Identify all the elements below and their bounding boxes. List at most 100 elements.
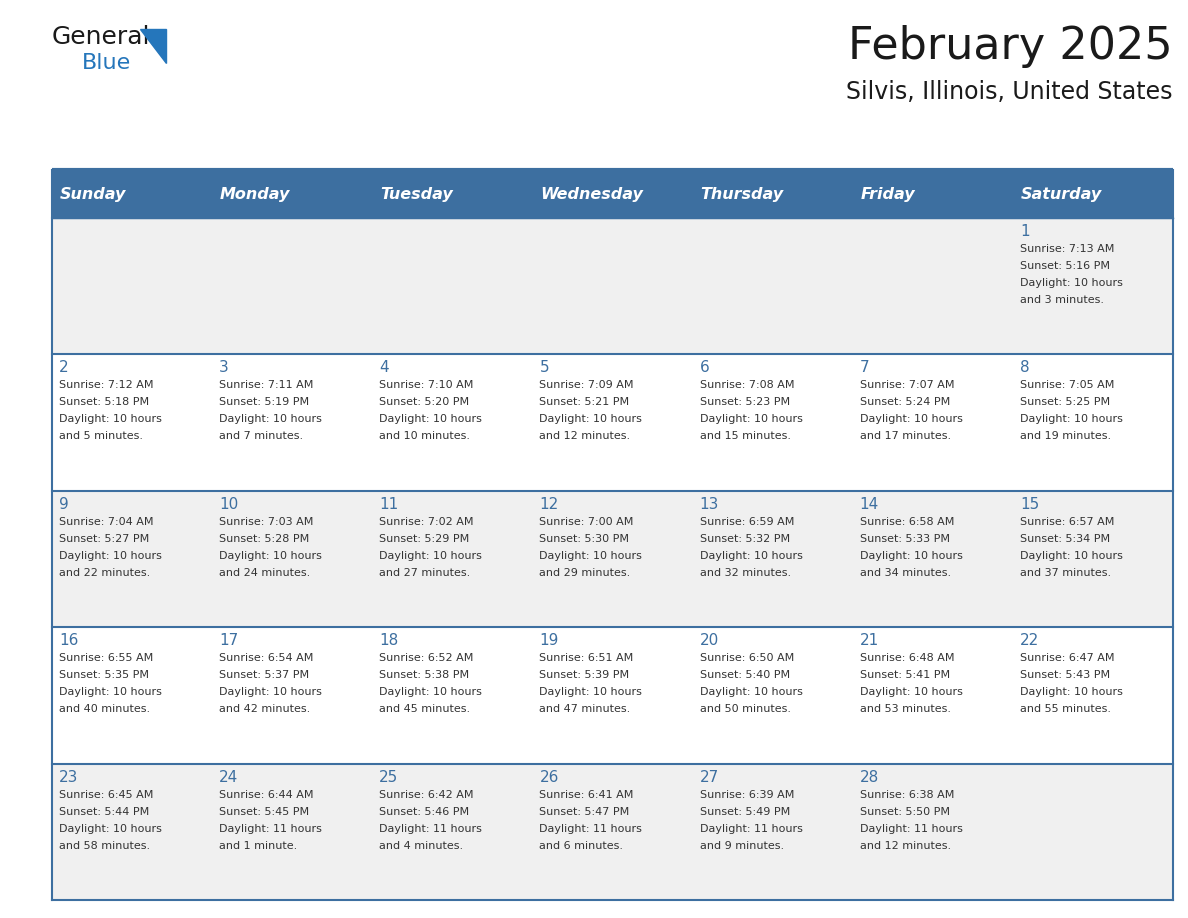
Bar [52, 764, 1173, 900]
Text: and 7 minutes.: and 7 minutes. [219, 431, 303, 442]
Text: Sunrise: 6:44 AM: Sunrise: 6:44 AM [219, 789, 314, 800]
Text: Daylight: 10 hours: Daylight: 10 hours [539, 414, 643, 424]
Text: 26: 26 [539, 769, 558, 785]
Text: Sunrise: 6:54 AM: Sunrise: 6:54 AM [219, 654, 314, 663]
Text: Sunrise: 6:39 AM: Sunrise: 6:39 AM [700, 789, 794, 800]
Text: and 37 minutes.: and 37 minutes. [1019, 568, 1111, 577]
Text: 16: 16 [59, 633, 78, 648]
Text: Daylight: 10 hours: Daylight: 10 hours [379, 688, 482, 697]
Text: Daylight: 10 hours: Daylight: 10 hours [1019, 414, 1123, 424]
Text: Blue: Blue [82, 53, 131, 73]
Text: Daylight: 10 hours: Daylight: 10 hours [219, 414, 322, 424]
Text: Sunrise: 6:47 AM: Sunrise: 6:47 AM [1019, 654, 1114, 663]
Text: Sunrise: 6:38 AM: Sunrise: 6:38 AM [860, 789, 954, 800]
Text: Silvis, Illinois, United States: Silvis, Illinois, United States [847, 80, 1173, 104]
Bar [693, 170, 853, 218]
Text: Saturday: Saturday [1020, 186, 1102, 201]
Polygon shape [140, 29, 166, 63]
Bar [52, 354, 1173, 491]
Text: Sunset: 5:25 PM: Sunset: 5:25 PM [1019, 397, 1110, 408]
Text: and 22 minutes.: and 22 minutes. [59, 568, 150, 577]
Text: 20: 20 [700, 633, 719, 648]
Text: Daylight: 10 hours: Daylight: 10 hours [539, 688, 643, 697]
Text: Sunrise: 7:05 AM: Sunrise: 7:05 AM [1019, 380, 1114, 390]
Text: Daylight: 10 hours: Daylight: 10 hours [1019, 688, 1123, 697]
Text: Sunrise: 7:11 AM: Sunrise: 7:11 AM [219, 380, 314, 390]
Text: Daylight: 10 hours: Daylight: 10 hours [219, 551, 322, 561]
Text: Sunrise: 6:57 AM: Sunrise: 6:57 AM [1019, 517, 1114, 527]
Text: 11: 11 [379, 497, 398, 512]
Text: Sunset: 5:20 PM: Sunset: 5:20 PM [379, 397, 469, 408]
Bar [52, 170, 213, 218]
Text: Sunrise: 6:51 AM: Sunrise: 6:51 AM [539, 654, 633, 663]
Text: Sunset: 5:50 PM: Sunset: 5:50 PM [860, 807, 949, 817]
Text: Sunrise: 7:00 AM: Sunrise: 7:00 AM [539, 517, 634, 527]
Text: Tuesday: Tuesday [380, 186, 453, 201]
Text: Daylight: 10 hours: Daylight: 10 hours [700, 414, 802, 424]
Text: Daylight: 11 hours: Daylight: 11 hours [539, 823, 643, 834]
Text: Daylight: 10 hours: Daylight: 10 hours [860, 414, 962, 424]
Text: Daylight: 11 hours: Daylight: 11 hours [379, 823, 482, 834]
Text: 27: 27 [700, 769, 719, 785]
Text: Daylight: 11 hours: Daylight: 11 hours [860, 823, 962, 834]
Text: 21: 21 [860, 633, 879, 648]
Text: Daylight: 10 hours: Daylight: 10 hours [59, 688, 162, 697]
Text: Sunrise: 7:12 AM: Sunrise: 7:12 AM [59, 380, 153, 390]
Text: Sunrise: 6:55 AM: Sunrise: 6:55 AM [59, 654, 153, 663]
Text: Sunset: 5:19 PM: Sunset: 5:19 PM [219, 397, 309, 408]
Text: 2: 2 [59, 361, 69, 375]
Text: Daylight: 10 hours: Daylight: 10 hours [59, 414, 162, 424]
Text: Daylight: 10 hours: Daylight: 10 hours [379, 414, 482, 424]
Text: and 6 minutes.: and 6 minutes. [539, 841, 624, 851]
Bar [1013, 170, 1173, 218]
Text: and 40 minutes.: and 40 minutes. [59, 704, 150, 714]
Text: and 24 minutes.: and 24 minutes. [219, 568, 310, 577]
Text: Sunset: 5:38 PM: Sunset: 5:38 PM [379, 670, 469, 680]
Text: Wednesday: Wednesday [541, 186, 644, 201]
Text: Sunrise: 6:45 AM: Sunrise: 6:45 AM [59, 789, 153, 800]
Text: 7: 7 [860, 361, 870, 375]
Text: 28: 28 [860, 769, 879, 785]
Text: and 19 minutes.: and 19 minutes. [1019, 431, 1111, 442]
Text: Sunrise: 7:08 AM: Sunrise: 7:08 AM [700, 380, 794, 390]
Text: 8: 8 [1019, 361, 1030, 375]
Text: and 53 minutes.: and 53 minutes. [860, 704, 950, 714]
Bar [853, 170, 1013, 218]
Text: Sunset: 5:47 PM: Sunset: 5:47 PM [539, 807, 630, 817]
Text: 5: 5 [539, 361, 549, 375]
Bar [52, 491, 1173, 627]
Text: and 34 minutes.: and 34 minutes. [860, 568, 950, 577]
Text: Daylight: 10 hours: Daylight: 10 hours [1019, 278, 1123, 288]
Text: and 32 minutes.: and 32 minutes. [700, 568, 791, 577]
Text: and 1 minute.: and 1 minute. [219, 841, 297, 851]
Text: and 47 minutes.: and 47 minutes. [539, 704, 631, 714]
Text: Sunset: 5:27 PM: Sunset: 5:27 PM [59, 533, 150, 543]
Text: Friday: Friday [861, 186, 915, 201]
Text: Sunset: 5:44 PM: Sunset: 5:44 PM [59, 807, 150, 817]
Text: and 10 minutes.: and 10 minutes. [379, 431, 470, 442]
Text: 4: 4 [379, 361, 388, 375]
Text: and 4 minutes.: and 4 minutes. [379, 841, 463, 851]
Text: 15: 15 [1019, 497, 1040, 512]
Text: Sunday: Sunday [61, 186, 126, 201]
Text: Sunset: 5:49 PM: Sunset: 5:49 PM [700, 807, 790, 817]
Text: Sunrise: 7:03 AM: Sunrise: 7:03 AM [219, 517, 314, 527]
Text: Sunrise: 6:52 AM: Sunrise: 6:52 AM [379, 654, 474, 663]
Text: Sunset: 5:28 PM: Sunset: 5:28 PM [219, 533, 309, 543]
Text: Sunrise: 7:09 AM: Sunrise: 7:09 AM [539, 380, 634, 390]
Text: 25: 25 [379, 769, 398, 785]
Text: 1: 1 [1019, 224, 1030, 239]
Text: 18: 18 [379, 633, 398, 648]
Text: and 15 minutes.: and 15 minutes. [700, 431, 790, 442]
Text: Sunrise: 6:59 AM: Sunrise: 6:59 AM [700, 517, 794, 527]
Text: Daylight: 10 hours: Daylight: 10 hours [219, 688, 322, 697]
Text: 19: 19 [539, 633, 558, 648]
Text: Sunset: 5:43 PM: Sunset: 5:43 PM [1019, 670, 1110, 680]
Text: 14: 14 [860, 497, 879, 512]
Text: February 2025: February 2025 [848, 25, 1173, 68]
Text: and 3 minutes.: and 3 minutes. [1019, 295, 1104, 305]
Text: Sunset: 5:37 PM: Sunset: 5:37 PM [219, 670, 309, 680]
Text: 24: 24 [219, 769, 239, 785]
Text: and 45 minutes.: and 45 minutes. [379, 704, 470, 714]
Text: Sunset: 5:16 PM: Sunset: 5:16 PM [1019, 261, 1110, 271]
